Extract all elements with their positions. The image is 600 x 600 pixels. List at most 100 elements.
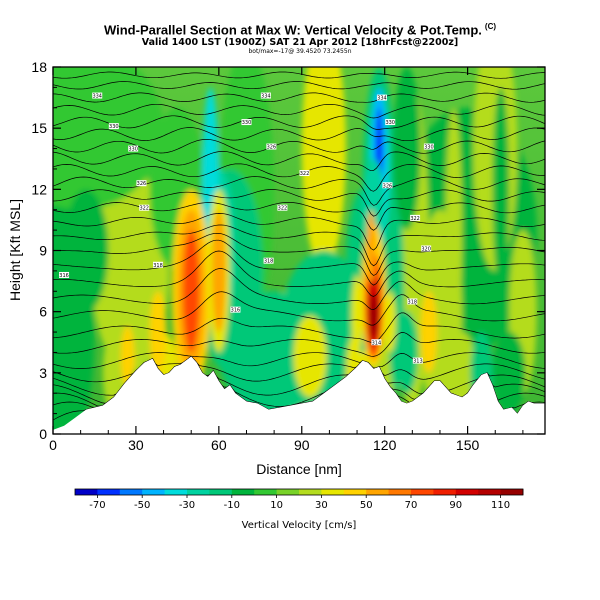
theta-label-bg [277, 204, 288, 211]
isentrope-line [53, 250, 545, 297]
theta-label-bg [153, 261, 164, 268]
velocity-blob [445, 107, 463, 353]
isentrope-line [53, 239, 545, 286]
isentrope-line [53, 127, 545, 142]
theta-label-bg [421, 245, 432, 252]
colorbar-tick-label: 110 [491, 500, 510, 511]
x-tick-label: 150 [456, 437, 480, 453]
theta-label-text: 334 [92, 94, 102, 100]
theta-label-text: 314 [372, 340, 382, 346]
theta-label: 322 [299, 170, 310, 177]
velocity-blob [351, 274, 363, 357]
chart-title: Wind-Parallel Section at Max W: Vertical… [103, 22, 497, 38]
theta-label: 326 [266, 143, 277, 151]
colorbar-swatch [187, 489, 210, 495]
colorbar-tick-label: -30 [179, 500, 195, 511]
colorbar-swatch [97, 489, 121, 495]
isentrope-line [53, 332, 545, 357]
theta-label-bg [92, 92, 103, 99]
theta-label: 322 [277, 204, 288, 212]
theta-label: 330 [128, 145, 139, 153]
theta-label-bg [299, 170, 310, 177]
theta-label-bg [263, 257, 274, 264]
theta-label: 316 [59, 271, 70, 279]
colorbar-swatch [209, 489, 233, 495]
x-tick-label: 60 [211, 437, 227, 453]
velocity-blob [53, 67, 164, 210]
isentrope-line [53, 201, 545, 231]
colorbar-tick-label: 50 [360, 500, 373, 511]
velocity-blob [293, 315, 327, 398]
isentrope-line [53, 232, 545, 276]
colorbar-swatch [433, 489, 457, 495]
x-tick-label: 120 [373, 437, 397, 453]
theta-label-text: 318 [408, 299, 418, 305]
colorbar-swatch [142, 489, 165, 495]
theta-label-text: 322 [410, 216, 420, 222]
title-mark: (C) [484, 22, 497, 31]
x-tick-label: 90 [294, 437, 310, 453]
velocity-blob [420, 291, 438, 373]
terrain-fill [53, 356, 545, 434]
theta-label-text: 313 [413, 359, 423, 365]
x-axis-label: Distance [nm] [256, 461, 342, 477]
colorbar-tick-label: 30 [315, 500, 328, 511]
colorbar-swatch [299, 489, 322, 495]
theta-label-text: 326 [383, 183, 393, 189]
isentrope-line [53, 213, 545, 251]
velocity-blob [182, 230, 200, 353]
chart-subtitle-2: bot/max=-17@ 39.4520 73.2455n [248, 48, 352, 55]
y-tick-label: 18 [31, 59, 47, 75]
theta-label-bg [412, 357, 423, 364]
axes: 0 30 60 90 120 150 0 3 6 9 12 15 18 [31, 59, 545, 453]
theta-label: 326 [136, 180, 147, 187]
theta-label-text: 322 [278, 206, 288, 212]
isentrope-line [53, 189, 545, 217]
colorbar-swatch [164, 489, 188, 495]
isentrope-line [53, 291, 545, 326]
colorbar-tick-label: -70 [89, 500, 105, 511]
theta-label-text: 326 [267, 145, 277, 151]
theta-label-text: 318 [153, 263, 163, 269]
theta-label: 330 [108, 123, 119, 130]
theta-label: 334 [260, 92, 271, 100]
velocity-blob [369, 293, 378, 339]
theta-label: 318 [153, 261, 164, 269]
theta-label-text: 330 [385, 120, 395, 126]
colorbar-swatch [500, 489, 524, 495]
theta-label: 330 [241, 119, 252, 126]
theta-label-text: 318 [264, 259, 274, 265]
theta-label-text: 330 [128, 147, 138, 153]
theta-label-text: 330 [424, 145, 434, 151]
velocity-blob [366, 209, 376, 284]
isentrope-line [53, 103, 545, 119]
theta-label-text: 316 [231, 308, 241, 314]
theta-label-bg [407, 298, 418, 305]
isentrope-line [53, 92, 545, 103]
colorbar-swatch [366, 489, 389, 495]
isentrope-line [53, 268, 545, 310]
y-axis-label: Height [Kft MSL] [7, 199, 23, 301]
colorbar-tick-label: 70 [405, 500, 418, 511]
colorbar-tick-label: -10 [224, 500, 240, 511]
theta-label: 314 [371, 339, 382, 346]
y-tick-label: 0 [39, 426, 47, 442]
isentrope-line [53, 356, 545, 383]
isentrope-line [53, 312, 545, 343]
colorbar-tick-label: -50 [134, 500, 150, 511]
theta-label-bg [423, 143, 434, 150]
colorbar: -70 -50 -30 -10 10 30 50 70 90 110 [74, 488, 524, 511]
theta-label-bg [382, 182, 393, 189]
isentrope-line [53, 71, 545, 79]
velocity-blob [492, 87, 510, 292]
y-tick-label: 9 [39, 243, 47, 259]
theta-label-text: 326 [137, 181, 147, 187]
colorbar-swatch [254, 489, 277, 495]
colorbar-swatch [388, 489, 412, 495]
colorbar-swatch [455, 489, 479, 495]
isentrope-line [53, 224, 545, 267]
theta-label: 318 [263, 257, 274, 265]
x-tick-label: 0 [49, 437, 57, 453]
theta-label: 334 [92, 92, 103, 100]
velocity-blob [384, 291, 396, 353]
